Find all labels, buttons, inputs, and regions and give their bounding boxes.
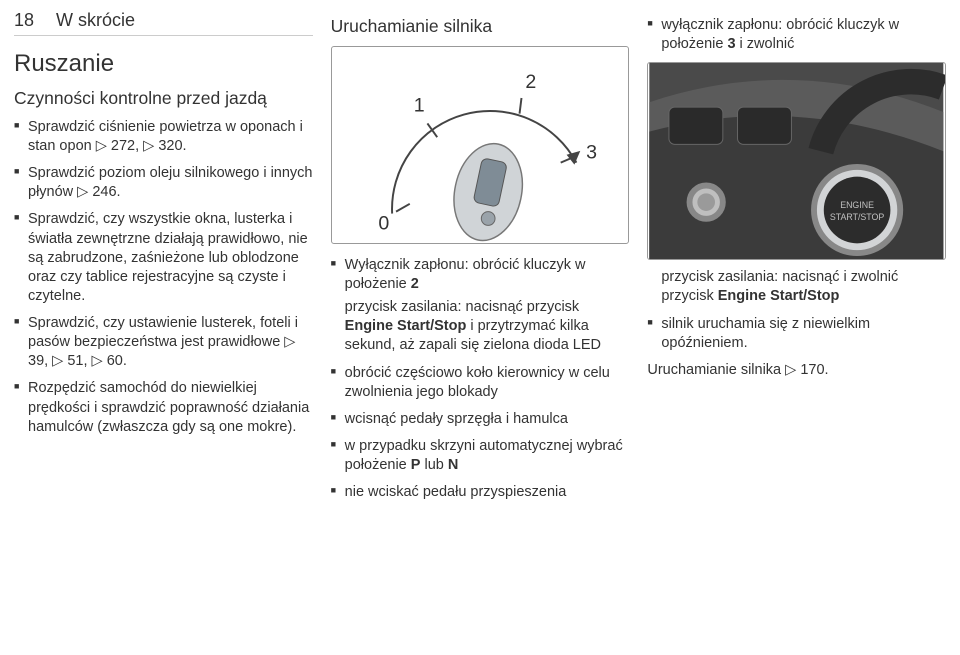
checklist: Sprawdzić ciśnienie powietrza w oponach … (14, 118, 313, 437)
start-steps: Wyłącznik zapłonu: obrócić kluczyk w poł… (331, 256, 630, 294)
page-header: 18 W skrócie (14, 10, 313, 36)
col3-bottom: silnik uruchamia się z niewielkim opóźni… (647, 315, 946, 353)
svg-text:1: 1 (413, 95, 424, 117)
heading-uruchamianie: Uruchamianie silnika (331, 16, 630, 38)
column-2: Uruchamianie silnika 0 1 2 3 (331, 10, 630, 641)
list-item: w przypadku skrzyni automatycznej wybrać… (331, 437, 630, 475)
svg-text:3: 3 (586, 142, 597, 164)
ignition-diagram: 0 1 2 3 (331, 46, 630, 244)
list-item: obrócić częściowo koło kierownicy w celu… (331, 364, 630, 402)
list-item: wyłącznik zapłonu: obrócić kluczyk w poł… (647, 16, 946, 54)
svg-text:2: 2 (525, 71, 536, 93)
column-3: wyłącznik zapłonu: obrócić kluczyk w poł… (647, 10, 946, 641)
step-bold: 3 (727, 36, 735, 52)
col3-top: wyłącznik zapłonu: obrócić kluczyk w poł… (647, 16, 946, 54)
list-item: wcisnąć pedały sprzęgła i hamulca (331, 410, 630, 429)
sub-bold: Engine Start/Stop (345, 318, 467, 334)
step-bold-p: P (411, 457, 421, 473)
step-bold: 2 (411, 276, 419, 292)
step-text: w przypadku skrzyni automatycznej wybrać… (345, 438, 623, 473)
list-item: silnik uruchamia się z niewielkim opóźni… (647, 315, 946, 353)
svg-text:0: 0 (378, 212, 389, 234)
heading-ruszanie: Ruszanie (14, 50, 313, 78)
list-item: Sprawdzić, czy wszystkie okna, lusterka … (14, 210, 313, 306)
start-steps-cont: obrócić częściowo koło kierownicy w celu… (331, 364, 630, 503)
ignition-svg: 0 1 2 3 (332, 47, 629, 243)
column-1: 18 W skrócie Ruszanie Czynności kontroln… (14, 10, 313, 641)
list-item: nie wciskać pedału przyspieszenia (331, 483, 630, 502)
step-mid: lub (420, 457, 447, 473)
list-item: Sprawdzić poziom oleju silnikowego i inn… (14, 164, 313, 202)
step-tail: i zwolnić (736, 36, 795, 52)
col3-sub: przycisk zasilania: nacisnąć i zwolnić p… (647, 268, 946, 306)
heading-czynnosci: Czynności kontrolne przed jazdą (14, 88, 313, 110)
step-text: Wyłącznik zapłonu: obrócić kluczyk w poł… (345, 257, 586, 292)
page: 18 W skrócie Ruszanie Czynności kontroln… (0, 0, 960, 655)
dashboard-svg: ENGINE START/STOP (648, 63, 945, 259)
step-sub: przycisk zasilania: nacisnąć przycisk En… (331, 298, 630, 355)
list-item: Sprawdzić ciśnienie powietrza w oponach … (14, 118, 313, 156)
svg-text:START/STOP: START/STOP (830, 212, 884, 222)
page-number: 18 (14, 10, 34, 31)
section-title: W skrócie (56, 10, 135, 31)
step-bold-n: N (448, 457, 458, 473)
sub-bold: Engine Start/Stop (718, 288, 840, 304)
list-item: Rozpędzić samochód do niewielkiej prędko… (14, 379, 313, 436)
sub-lead: przycisk zasilania: nacisnąć przycisk (345, 299, 580, 315)
start-stop-photo: ENGINE START/STOP (647, 62, 946, 260)
svg-text:ENGINE: ENGINE (841, 200, 875, 210)
closing-ref: Uruchamianie silnika ▷ 170. (647, 361, 946, 380)
list-item: Wyłącznik zapłonu: obrócić kluczyk w poł… (331, 256, 630, 294)
list-item: Sprawdzić, czy ustawienie lusterek, fote… (14, 314, 313, 371)
